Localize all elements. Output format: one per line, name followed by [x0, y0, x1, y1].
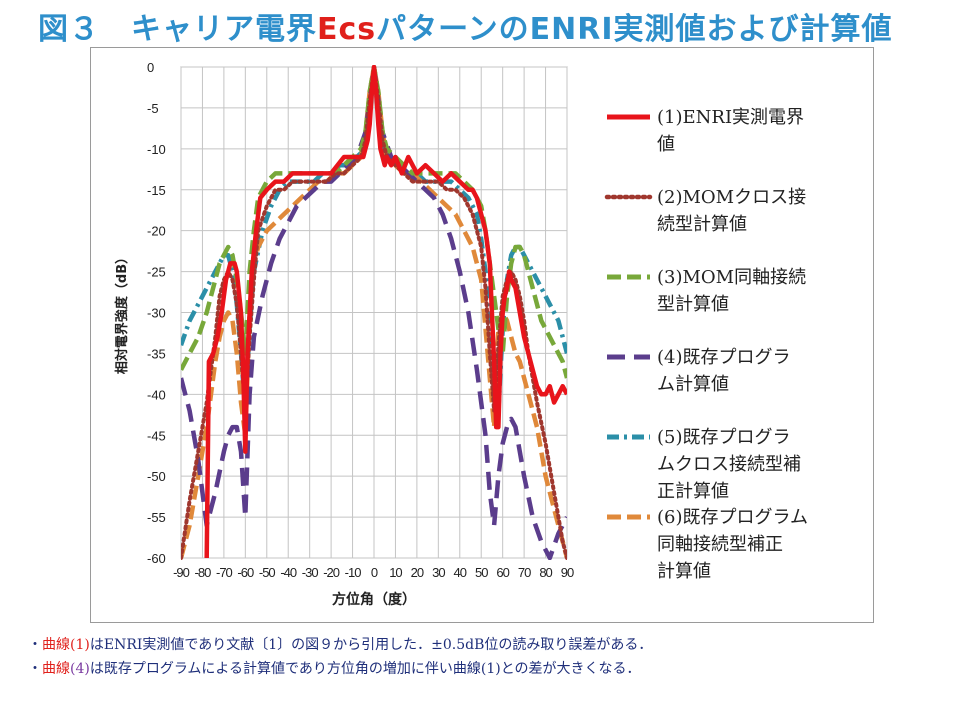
- x-tick-label: 0: [371, 565, 378, 580]
- x-tick-label: -50: [259, 565, 276, 580]
- series-line-6: [181, 65, 567, 559]
- y-tick-label: -55: [147, 510, 166, 525]
- legend-label-line: (1)ENRI実測電界: [657, 107, 804, 128]
- y-tick-label: -15: [147, 183, 166, 198]
- note-2: ・曲線(4)は既存プログラムによる計算値であり方位角の増加に伴い曲線(1)との差…: [28, 658, 641, 678]
- x-tick-label: -60: [237, 565, 254, 580]
- legend-label-line: (2)MOMクロス接: [657, 187, 806, 208]
- legend-label-6: (6)既存プログラム同軸接続型補正計算値: [657, 507, 808, 582]
- x-tick-label: -30: [302, 565, 319, 580]
- x-tick-label: -20: [323, 565, 340, 580]
- note-bullet: ・: [28, 661, 42, 677]
- legend-label-line: 計算値: [657, 561, 711, 582]
- legend-label-line: (4)既存プログラ: [657, 347, 791, 368]
- note-text-part: は既存プログラムによる計算値であり方位角の増加に伴い曲線(1)との差が大きくなる…: [89, 661, 641, 677]
- legend-label-4: (4)既存プログラム計算値: [657, 347, 791, 395]
- x-tick-label: 10: [389, 565, 402, 580]
- legend-label-line: (6)既存プログラム: [657, 507, 808, 528]
- x-tick-label: -80: [195, 565, 212, 580]
- y-tick-label: -30: [147, 306, 166, 321]
- x-axis-title: 方位角（度）: [332, 591, 416, 608]
- y-tick-label: -45: [147, 428, 166, 443]
- x-tick-label: -40: [280, 565, 297, 580]
- x-tick-label: 50: [475, 565, 488, 580]
- legend-label-line: 同軸接続型補正: [657, 534, 783, 555]
- x-tick-label: -10: [345, 565, 362, 580]
- y-tick-label: -5: [147, 101, 159, 116]
- x-tick-label: 40: [454, 565, 467, 580]
- slide-title: 図３ キャリア電界EcsパターンのENRI実測値および計算値: [38, 4, 893, 52]
- legend-label-1: (1)ENRI実測電界値: [657, 107, 804, 155]
- note-text-part: 曲線: [42, 661, 70, 677]
- legend-label-2: (2)MOMクロス接続型計算値: [657, 187, 806, 235]
- x-tick-label: -70: [216, 565, 233, 580]
- note-text-part: はENRI実測値であり文献〔1〕の図９から引用した．±0.5dB位の読み取り誤差…: [89, 637, 653, 653]
- x-tick-label: -90: [173, 565, 190, 580]
- legend-label-line: 正計算値: [657, 481, 729, 502]
- legend-label-line: ムクロス接続型補: [657, 454, 801, 475]
- legend-label-line: 値: [657, 134, 675, 155]
- y-axis-title: 相対電界強度（dB）: [114, 251, 130, 374]
- note-1: ・曲線(1)はENRI実測値であり文献〔1〕の図９から引用した．±0.5dB位の…: [28, 634, 652, 654]
- legend-label-5: (5)既存プログラムクロス接続型補正計算値: [657, 427, 801, 502]
- x-tick-label: 80: [539, 565, 552, 580]
- title-accent: Ecs: [317, 12, 377, 47]
- legend-label-line: 型計算値: [657, 294, 729, 315]
- legend-label-line: (5)既存プログラ: [657, 427, 791, 448]
- x-tick-label: 90: [561, 565, 574, 580]
- legend-label-3: (3)MOM同軸接続型計算値: [657, 267, 806, 315]
- y-tick-label: -20: [147, 224, 166, 239]
- legend-label-line: 続型計算値: [657, 214, 747, 235]
- y-tick-label: -25: [147, 265, 166, 280]
- y-tick-label: -60: [147, 551, 166, 566]
- title-prefix: 図３ キャリア電界: [38, 12, 317, 47]
- note-bullet: ・: [28, 637, 42, 653]
- y-tick-label: -35: [147, 346, 166, 361]
- y-tick-label: -10: [147, 142, 166, 157]
- legend-label-line: ム計算値: [657, 374, 729, 395]
- note-text-part: 曲線(1): [42, 637, 90, 653]
- y-tick-label: -40: [147, 387, 166, 402]
- note-text-part: (4): [70, 661, 90, 677]
- title-suffix: パターンのENRI実測値および計算値: [376, 12, 893, 47]
- series-line-1: [204, 65, 567, 559]
- y-tick-label: -50: [147, 469, 166, 484]
- x-tick-label: 30: [432, 565, 445, 580]
- x-tick-label: 70: [518, 565, 531, 580]
- x-tick-label: 60: [496, 565, 509, 580]
- legend-label-line: (3)MOM同軸接続: [657, 267, 806, 288]
- x-tick-label: 20: [411, 565, 424, 580]
- y-tick-label: 0: [147, 60, 154, 75]
